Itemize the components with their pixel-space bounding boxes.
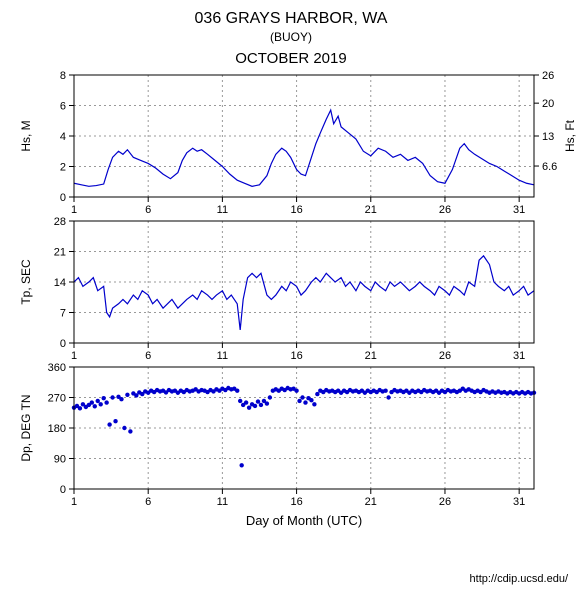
ytick-label: 21 — [54, 247, 66, 259]
point — [309, 398, 313, 402]
xtick-label: 16 — [290, 204, 302, 216]
point — [268, 395, 272, 399]
chart-area: 02468Hs, M6.6132026Hs, Ft161116212631071… — [0, 71, 582, 537]
ytick-label: 270 — [48, 393, 66, 405]
xtick-label: 21 — [365, 350, 377, 362]
ytick-label: 90 — [54, 454, 66, 466]
point — [256, 399, 260, 403]
series-tp — [74, 256, 534, 330]
xtick-label: 1 — [71, 350, 77, 362]
ylabel-right: Hs, Ft — [563, 119, 577, 152]
ytick-label: 14 — [54, 277, 66, 289]
xtick-label: 6 — [145, 204, 151, 216]
ytick-label: 28 — [54, 216, 66, 228]
point — [383, 389, 387, 393]
ytick-label-r: 20 — [542, 98, 554, 110]
point — [312, 402, 316, 406]
station-subtitle: (BUOY) — [0, 30, 582, 44]
panel-dp: 090180270360Dp, DEG TN161116212631 — [19, 362, 536, 508]
point — [303, 400, 307, 404]
point — [235, 389, 239, 393]
period-title: OCTOBER 2019 — [0, 50, 582, 67]
point — [238, 399, 242, 403]
chart-svg: 02468Hs, M6.6132026Hs, Ft161116212631071… — [0, 71, 582, 537]
xtick-label: 16 — [290, 496, 302, 508]
point — [96, 399, 100, 403]
point — [297, 399, 301, 403]
point — [107, 422, 111, 426]
xtick-label: 31 — [513, 496, 525, 508]
point — [247, 405, 251, 409]
xtick-label: 16 — [290, 350, 302, 362]
ytick-label: 7 — [60, 308, 66, 320]
point — [315, 392, 319, 396]
xtick-label: 1 — [71, 204, 77, 216]
panel-tp: 07142128Tp, SEC161116212631 — [19, 216, 534, 362]
ytick-label: 4 — [60, 131, 66, 143]
point — [110, 395, 114, 399]
ylabel-left: Dp, DEG TN — [19, 394, 33, 461]
point — [294, 389, 298, 393]
xtick-label: 6 — [145, 496, 151, 508]
ytick-label: 360 — [48, 362, 66, 374]
footer-link[interactable]: http://cdip.ucsd.edu/ — [470, 573, 568, 585]
ytick-label: 6 — [60, 101, 66, 113]
point — [101, 396, 105, 400]
ytick-label-r: 6.6 — [542, 161, 557, 173]
series-hs — [74, 110, 534, 186]
point — [122, 426, 126, 430]
panel-hs: 02468Hs, M6.6132026Hs, Ft161116212631 — [19, 71, 577, 216]
point — [244, 400, 248, 404]
ytick-label: 180 — [48, 423, 66, 435]
xtick-label: 26 — [439, 496, 451, 508]
xtick-label: 11 — [217, 350, 228, 362]
point — [128, 429, 132, 433]
ytick-label: 2 — [60, 162, 66, 174]
xtick-label: 31 — [513, 350, 525, 362]
xtick-label: 21 — [365, 204, 377, 216]
point — [125, 393, 129, 397]
point — [239, 463, 243, 467]
xtick-label: 21 — [365, 496, 377, 508]
ytick-label: 8 — [60, 71, 66, 82]
xtick-label: 6 — [145, 350, 151, 362]
point — [113, 419, 117, 423]
ylabel-left: Hs, M — [19, 120, 33, 151]
point — [265, 401, 269, 405]
point — [300, 395, 304, 399]
xtick-label: 31 — [513, 204, 525, 216]
xtick-label: 1 — [71, 496, 77, 508]
point — [99, 402, 103, 406]
point — [119, 397, 123, 401]
xtick-label: 11 — [217, 204, 228, 216]
xtick-label: 11 — [217, 496, 228, 508]
xaxis-label: Day of Month (UTC) — [246, 513, 362, 528]
ytick-label: 0 — [60, 192, 66, 204]
point — [259, 403, 263, 407]
header: 036 GRAYS HARBOR, WA (BUOY) OCTOBER 2019 — [0, 10, 582, 67]
point — [386, 395, 390, 399]
xtick-label: 26 — [439, 350, 451, 362]
ytick-label: 0 — [60, 338, 66, 350]
ytick-label-r: 13 — [542, 131, 554, 143]
point — [93, 404, 97, 408]
point — [253, 404, 257, 408]
station-title: 036 GRAYS HARBOR, WA — [0, 10, 582, 28]
ytick-label-r: 26 — [542, 71, 554, 82]
point — [104, 400, 108, 404]
point — [78, 406, 82, 410]
ylabel-left: Tp, SEC — [19, 259, 33, 305]
ytick-label: 0 — [60, 484, 66, 496]
xtick-label: 26 — [439, 204, 451, 216]
point — [90, 400, 94, 404]
